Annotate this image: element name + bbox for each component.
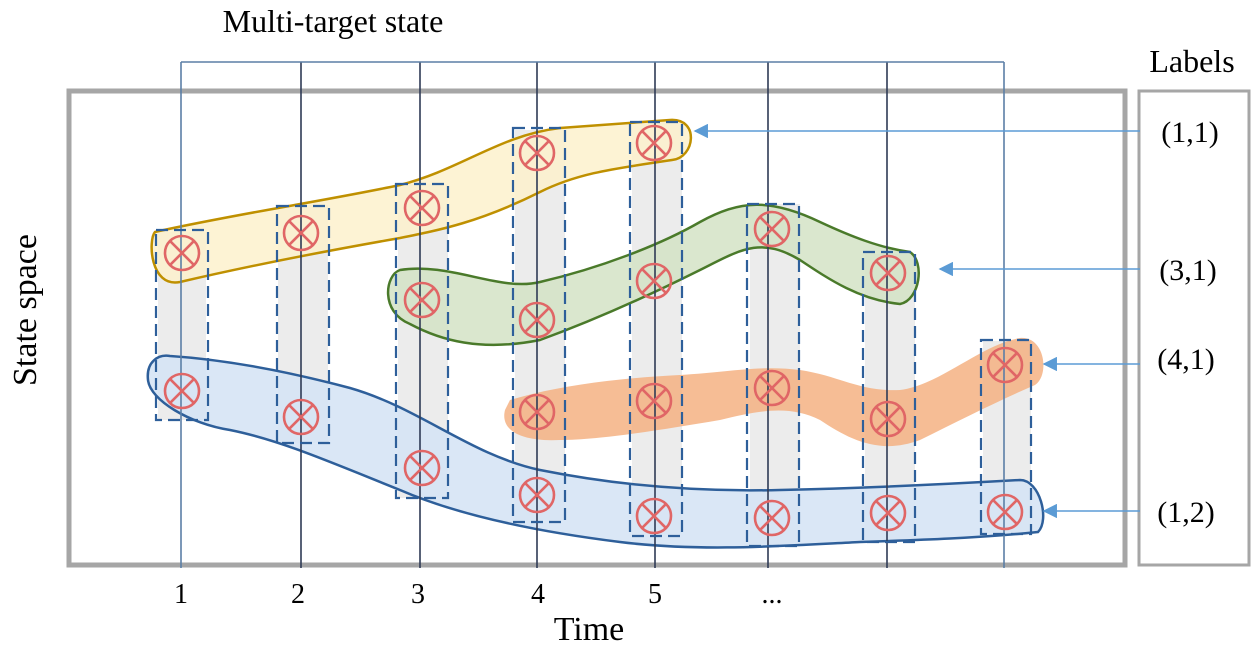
track-band-1-2 [146,354,1045,549]
track-label-1-1: (1,1) [1161,116,1218,149]
measurement-sets [154,120,1033,548]
label-arrows [693,123,1140,519]
measurement-set-t3 [394,182,450,500]
target-marker-icon [753,499,791,537]
measurement-set-t8 [979,338,1033,536]
track-label-1-2: (1,2) [1157,496,1214,529]
y-axis-label: State space [7,234,44,386]
target-marker-icon [518,134,556,172]
target-marker-icon [403,189,441,227]
time-tick-1: 1 [174,579,188,610]
target-markers [163,124,1024,537]
diagram-title: Multi-target state [223,3,444,39]
target-marker-icon [282,398,320,436]
target-marker-icon [635,262,673,300]
time-tick-4: 4 [531,579,545,610]
target-marker-icon [518,301,556,339]
target-marker-icon [403,449,441,487]
target-marker-icon [163,234,201,272]
measurement-set-t4 [511,126,567,524]
target-marker-icon [869,494,907,532]
track-band-4-1 [504,337,1044,447]
measurement-set-t7 [861,250,917,544]
time-tick-ellipsis: ... [762,579,783,610]
target-marker-icon [635,497,673,535]
target-marker-icon [518,476,556,514]
measurement-set-t2 [275,204,331,445]
time-lines [180,61,1005,568]
target-marker-icon [282,214,320,252]
target-marker-icon [869,400,907,438]
target-marker-icon [753,210,791,248]
labels-frame [1137,89,1251,567]
track-label-4-1: (4,1) [1157,343,1214,376]
measurement-set-t5 [628,120,684,538]
track-label-3-1: (3,1) [1159,254,1216,287]
time-tick-5: 5 [648,579,662,610]
target-marker-icon [869,254,907,292]
target-marker-icon [635,382,673,420]
x-axis-label: Time [554,611,625,647]
time-tick-2: 2 [291,579,305,610]
target-marker-icon [753,369,791,407]
target-marker-icon [163,372,201,410]
measurement-set-t1 [154,228,210,422]
measurement-set-t6 [745,202,801,548]
target-marker-icon [986,346,1024,384]
target-marker-icon [986,493,1024,531]
state-space-frame [66,88,1128,568]
labels-header: Labels [1149,43,1234,79]
target-marker-icon [518,393,556,431]
time-tick-3: 3 [411,579,425,610]
target-marker-icon [635,124,673,162]
target-marker-icon [403,281,441,319]
